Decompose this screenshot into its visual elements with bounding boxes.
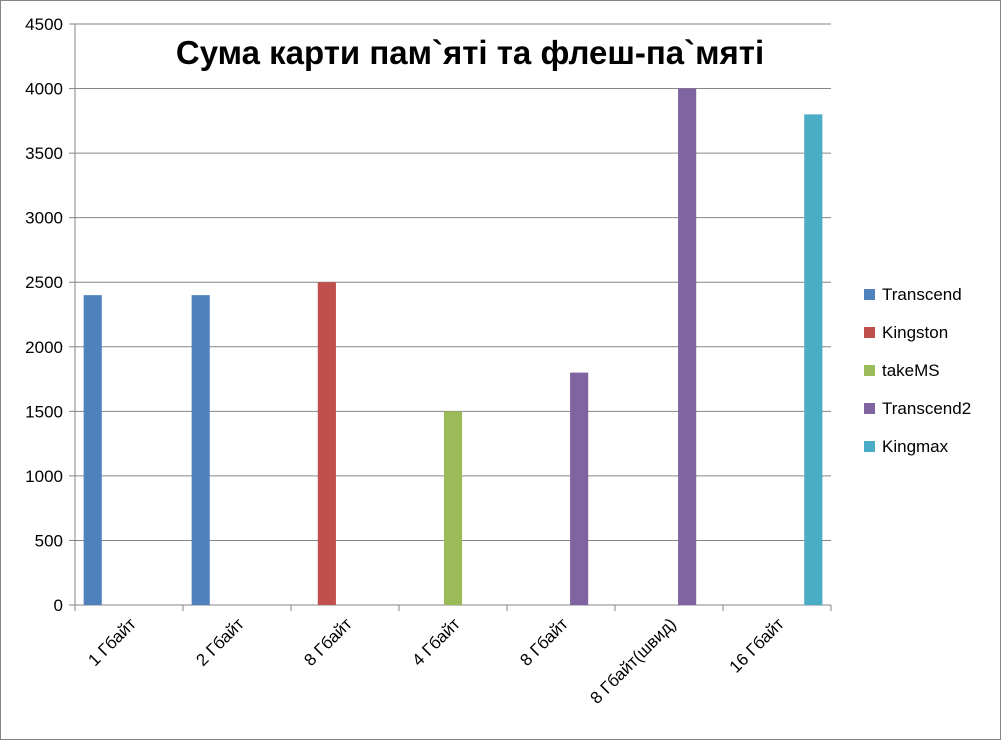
legend-entry-takems: takeMS <box>882 361 940 380</box>
bar-takems-3 <box>443 411 463 605</box>
x-category-label: 2 Гбайт <box>192 614 248 670</box>
x-category-label: 16 Гбайт <box>726 614 788 676</box>
legend-entry-transcend2: Transcend2 <box>882 399 971 418</box>
y-tick-label: 1000 <box>25 467 63 486</box>
bar-kingmax-6 <box>804 114 823 605</box>
y-tick-label: 3500 <box>25 144 63 163</box>
legend-entry-kingmax: Kingmax <box>882 437 949 456</box>
x-axis-labels: 1 Гбайт 2 Гбайт 8 Гбайт 4 Гбайт 8 Гбайт 8 Гба… <box>84 614 788 707</box>
legend-swatch-transcend <box>864 289 875 300</box>
bar-transcend2-5 <box>678 88 697 606</box>
x-category-label: 8 Гбайт <box>300 614 356 670</box>
legend-entry-kingston: Kingston <box>882 323 948 342</box>
bar-transcend-0 <box>83 295 102 605</box>
y-tick-label: 1500 <box>25 402 63 421</box>
legend-swatch-kingston <box>864 327 875 338</box>
legend-swatch-takems <box>864 365 875 376</box>
bar-transcend2-4 <box>570 372 589 605</box>
y-tick-label: 4000 <box>25 80 63 99</box>
bar-kingston-2 <box>317 282 336 605</box>
y-tick-label: 500 <box>35 531 63 550</box>
y-tick-label: 0 <box>54 596 63 615</box>
y-tick-label: 4500 <box>25 15 63 34</box>
x-category-label: 8 Гбайт(швид) <box>587 614 680 707</box>
y-tick-label: 2500 <box>25 273 63 292</box>
x-category-label: 4 Гбайт <box>408 614 464 670</box>
legend: Transcend Kingston takeMS Transcend2 Kingmax <box>864 285 971 456</box>
bars <box>83 88 823 606</box>
legend-swatch-kingmax <box>864 441 875 452</box>
legend-swatch-transcend2 <box>864 403 875 414</box>
legend-entry-transcend: Transcend <box>882 285 962 304</box>
x-category-label: 8 Гбайт <box>516 614 572 670</box>
bar-transcend-1 <box>191 295 210 605</box>
x-category-label: 1 Гбайт <box>84 614 140 670</box>
y-tick-label: 2000 <box>25 338 63 357</box>
y-tick-label: 3000 <box>25 209 63 228</box>
chart-title: Сума карти пам`яті та флеш-па`мяті <box>176 34 764 71</box>
y-axis-ticks: 0 500 1000 1500 2000 2500 3000 3500 4000 4500 <box>25 15 75 615</box>
